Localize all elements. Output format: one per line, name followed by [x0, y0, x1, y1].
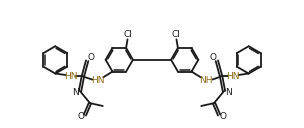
Text: N: N: [225, 88, 232, 97]
Text: Cl: Cl: [123, 30, 132, 39]
Text: Cl: Cl: [172, 30, 181, 39]
Text: O: O: [88, 53, 95, 62]
Text: O: O: [209, 53, 216, 62]
Text: HN: HN: [226, 72, 240, 81]
Text: O: O: [219, 112, 226, 121]
Text: NH: NH: [200, 76, 213, 85]
Text: HN: HN: [64, 72, 78, 81]
Text: O: O: [78, 112, 85, 121]
Text: N: N: [72, 88, 79, 97]
Text: HN: HN: [91, 76, 104, 85]
